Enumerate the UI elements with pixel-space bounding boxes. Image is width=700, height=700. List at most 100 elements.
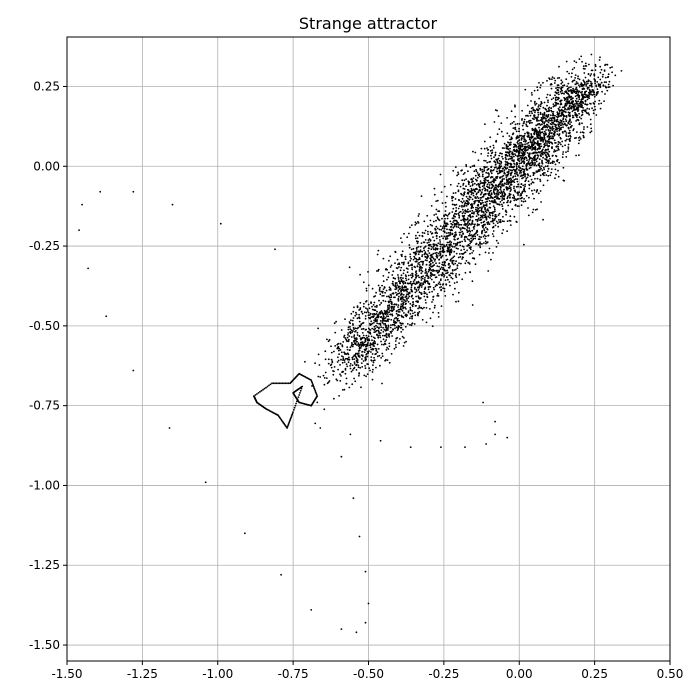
data-point — [432, 248, 435, 251]
data-point — [554, 114, 556, 117]
data-point — [506, 189, 508, 191]
data-point — [586, 112, 589, 115]
data-point — [418, 285, 421, 288]
data-point — [375, 313, 378, 315]
data-point — [397, 308, 400, 311]
data-point — [568, 138, 571, 141]
data-point — [539, 84, 542, 86]
data-point — [343, 336, 345, 338]
data-point — [397, 300, 400, 302]
data-point — [484, 251, 487, 254]
data-point — [495, 184, 497, 186]
data-point — [471, 184, 474, 187]
data-point — [259, 390, 261, 393]
data-point — [419, 265, 422, 268]
data-point — [447, 234, 450, 237]
data-point — [498, 183, 500, 186]
data-point — [527, 115, 529, 117]
data-point — [453, 245, 456, 248]
data-point — [514, 170, 517, 173]
data-point — [379, 320, 382, 322]
data-point — [496, 197, 498, 200]
data-point — [501, 220, 504, 223]
data-point — [495, 246, 498, 248]
data-point — [263, 387, 266, 390]
data-point — [459, 253, 461, 255]
data-point — [539, 151, 542, 153]
data-point — [483, 183, 486, 186]
data-point — [484, 179, 487, 181]
data-point — [356, 331, 359, 334]
data-point — [392, 284, 395, 287]
data-point — [401, 287, 403, 289]
data-point — [567, 82, 570, 85]
data-point — [598, 59, 601, 61]
data-point — [409, 323, 411, 326]
data-point — [551, 78, 553, 80]
data-point — [517, 159, 520, 162]
data-point — [454, 262, 457, 265]
data-point — [409, 259, 412, 262]
data-point — [584, 92, 586, 94]
data-point — [534, 209, 537, 211]
data-point — [475, 210, 478, 213]
data-point — [435, 200, 438, 203]
data-point — [447, 263, 450, 266]
data-point — [479, 180, 482, 183]
data-point — [435, 234, 438, 237]
data-point — [538, 148, 541, 150]
data-point — [519, 144, 522, 147]
data-point — [542, 117, 545, 119]
data-point — [494, 433, 496, 436]
data-point — [461, 278, 464, 281]
data-point — [460, 223, 463, 226]
data-point — [590, 73, 593, 75]
data-point — [501, 199, 503, 202]
data-point — [422, 283, 425, 286]
data-point — [472, 150, 474, 153]
data-point — [449, 258, 452, 261]
data-point — [351, 383, 354, 386]
data-point — [502, 215, 504, 218]
data-point — [464, 271, 467, 274]
data-point — [522, 173, 525, 176]
y-tick-label: -1.25 — [29, 558, 60, 572]
data-point — [580, 84, 583, 87]
data-point — [416, 231, 419, 234]
data-point — [490, 258, 492, 261]
data-point — [578, 102, 581, 105]
data-point — [579, 131, 582, 134]
data-point — [499, 171, 502, 174]
data-point — [423, 278, 426, 281]
data-point — [514, 104, 516, 107]
data-point — [486, 161, 489, 164]
data-point — [491, 212, 494, 215]
data-point — [489, 206, 492, 209]
data-point — [381, 284, 383, 287]
data-point — [398, 311, 401, 313]
data-point — [523, 170, 526, 172]
data-point — [530, 134, 533, 136]
data-point — [415, 257, 417, 260]
data-point — [379, 324, 382, 326]
data-point — [399, 287, 401, 290]
data-point — [567, 146, 570, 149]
data-point — [442, 226, 444, 228]
data-point — [358, 313, 360, 316]
data-point — [491, 214, 494, 217]
data-point — [483, 234, 486, 237]
data-point — [361, 358, 363, 360]
data-point — [440, 305, 443, 307]
data-point — [564, 110, 566, 113]
data-point — [369, 369, 371, 372]
data-point — [476, 207, 479, 209]
data-point — [398, 295, 400, 298]
data-point — [351, 358, 354, 361]
data-point — [330, 366, 333, 369]
data-point — [397, 290, 400, 292]
data-point — [396, 284, 399, 286]
data-point — [466, 238, 469, 240]
data-point — [317, 353, 320, 356]
data-point — [445, 214, 448, 217]
data-point — [531, 157, 534, 160]
